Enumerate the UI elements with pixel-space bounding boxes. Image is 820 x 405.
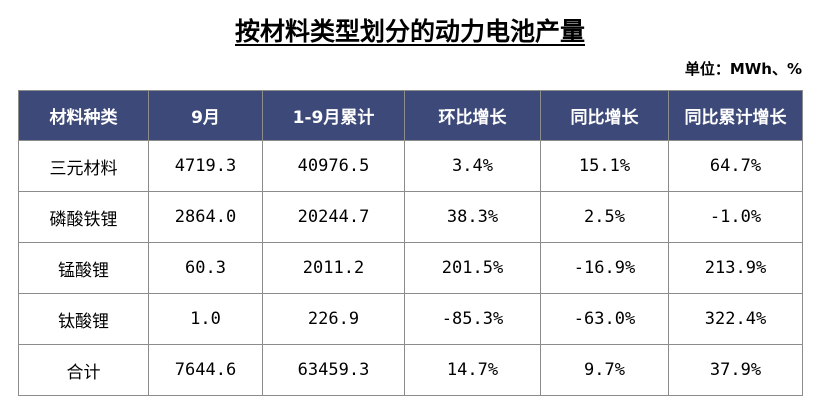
title: 按材料类型划分的动力电池产量	[234, 17, 585, 46]
table-cell: 9.7%	[540, 344, 669, 396]
column-header: 同比累计增长	[668, 90, 803, 141]
table-row: 三元材料 4719.3 40976.5 3.4% 15.1% 64.7%	[18, 140, 803, 192]
table-cell: 2864.0	[148, 191, 263, 243]
table-cell: 2011.2	[262, 242, 405, 294]
table-cell: 4719.3	[148, 140, 263, 192]
table-cell: 322.4%	[668, 293, 803, 345]
table-cell: 14.7%	[404, 344, 541, 396]
table-cell: 15.1%	[540, 140, 669, 192]
table-cell: 20244.7	[262, 191, 405, 243]
table-body: 三元材料 4719.3 40976.5 3.4% 15.1% 64.7% 磷酸铁锂 2864.…	[18, 140, 803, 396]
table-cell: 63459.3	[262, 344, 405, 396]
table-cell: 2.5%	[540, 191, 669, 243]
table-cell: -63.0%	[540, 293, 669, 345]
table-cell: -85.3%	[404, 293, 541, 345]
table-cell: 1.0	[148, 293, 263, 345]
column-header: 9月	[148, 90, 263, 141]
table-row: 锰酸锂 60.3 2011.2 201.5% -16.9% 213.9%	[18, 242, 803, 294]
table-cell: 64.7%	[668, 140, 803, 192]
table-row: 磷酸铁锂 2864.0 20244.7 38.3% 2.5% -1.0%	[18, 191, 803, 243]
table-cell: 磷酸铁锂	[18, 191, 149, 243]
column-header: 材料种类	[18, 90, 149, 141]
table-cell: 3.4%	[404, 140, 541, 192]
table-cell: 201.5%	[404, 242, 541, 294]
table-cell: 7644.6	[148, 344, 263, 396]
table-cell: -1.0%	[668, 191, 803, 243]
column-header: 同比增长	[540, 90, 669, 141]
header-row: 材料种类 9月 1-9月累计 环比增长 同比增长 同比累计增长	[18, 90, 803, 141]
table-cell: 38.3%	[404, 191, 541, 243]
unit-label: 单位：MWh、%	[684, 60, 802, 78]
data-table: 材料种类 9月 1-9月累计 环比增长 同比增长 同比累计增长 三元材料 4719.3 409…	[18, 90, 803, 396]
table-cell: 37.9%	[668, 344, 803, 396]
table-cell: 60.3	[148, 242, 263, 294]
table-cell: 213.9%	[668, 242, 803, 294]
table-cell: -16.9%	[540, 242, 669, 294]
table-cell: 226.9	[262, 293, 405, 345]
table-cell: 钛酸锂	[18, 293, 149, 345]
table-cell: 合计	[18, 344, 149, 396]
column-header: 1-9月累计	[262, 90, 405, 141]
table-row: 合计 7644.6 63459.3 14.7% 9.7% 37.9%	[18, 344, 803, 396]
table-row: 钛酸锂 1.0 226.9 -85.3% -63.0% 322.4%	[18, 293, 803, 345]
table-cell: 三元材料	[18, 140, 149, 192]
table-cell: 锰酸锂	[18, 242, 149, 294]
table-cell: 40976.5	[262, 140, 405, 192]
column-header: 环比增长	[404, 90, 541, 141]
